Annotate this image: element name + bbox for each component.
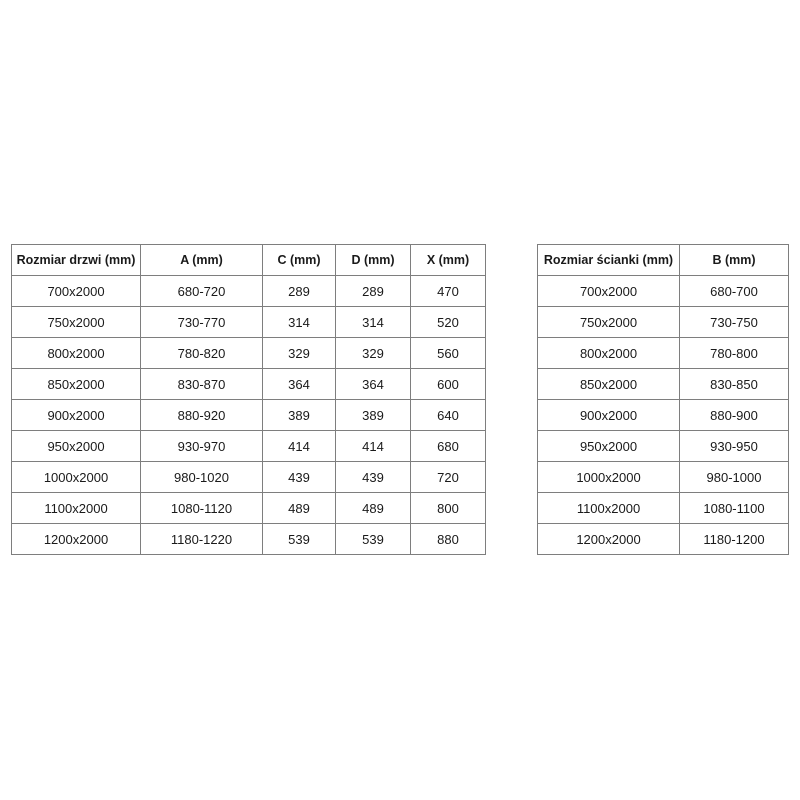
table-row: 850x2000 830-870 364 364 600 xyxy=(11,368,486,400)
cell-a: 1180-1220 xyxy=(140,523,263,555)
cell-c: 439 xyxy=(262,461,336,493)
table-row: 1200x2000 1180-1220 539 539 880 xyxy=(11,523,486,555)
table-row: 850x2000 830-850 xyxy=(537,368,789,400)
table-row: 800x2000 780-800 xyxy=(537,337,789,369)
cell-size: 900x2000 xyxy=(537,399,680,431)
column-header-a: A (mm) xyxy=(140,244,263,276)
cell-size: 950x2000 xyxy=(11,430,141,462)
table-header-row: Rozmiar ścianki (mm) B (mm) xyxy=(537,244,789,276)
cell-size: 850x2000 xyxy=(537,368,680,400)
cell-size: 750x2000 xyxy=(537,306,680,338)
cell-a: 830-870 xyxy=(140,368,263,400)
column-header-b: B (mm) xyxy=(679,244,789,276)
table-row: 1100x2000 1080-1120 489 489 800 xyxy=(11,492,486,524)
cell-size: 850x2000 xyxy=(11,368,141,400)
cell-x: 520 xyxy=(410,306,486,338)
cell-d: 414 xyxy=(335,430,411,462)
cell-d: 314 xyxy=(335,306,411,338)
cell-d: 289 xyxy=(335,275,411,307)
cell-b: 1180-1200 xyxy=(679,523,789,555)
cell-a: 930-970 xyxy=(140,430,263,462)
table-row: 800x2000 780-820 329 329 560 xyxy=(11,337,486,369)
cell-size: 700x2000 xyxy=(537,275,680,307)
column-header-door-size: Rozmiar drzwi (mm) xyxy=(11,244,141,276)
cell-x: 560 xyxy=(410,337,486,369)
cell-size: 1200x2000 xyxy=(11,523,141,555)
table-row: 1200x2000 1180-1200 xyxy=(537,523,789,555)
cell-b: 980-1000 xyxy=(679,461,789,493)
cell-size: 1200x2000 xyxy=(537,523,680,555)
cell-x: 470 xyxy=(410,275,486,307)
cell-b: 930-950 xyxy=(679,430,789,462)
table-row: 950x2000 930-970 414 414 680 xyxy=(11,430,486,462)
table-row: 1000x2000 980-1000 xyxy=(537,461,789,493)
cell-size: 1100x2000 xyxy=(11,492,141,524)
cell-c: 389 xyxy=(262,399,336,431)
cell-size: 800x2000 xyxy=(537,337,680,369)
column-header-d: D (mm) xyxy=(335,244,411,276)
wall-table-header: Rozmiar ścianki (mm) B (mm) xyxy=(537,244,789,276)
cell-x: 800 xyxy=(410,492,486,524)
cell-d: 439 xyxy=(335,461,411,493)
door-table-header: Rozmiar drzwi (mm) A (mm) C (mm) D (mm) … xyxy=(11,244,486,276)
cell-x: 680 xyxy=(410,430,486,462)
cell-b: 680-700 xyxy=(679,275,789,307)
table-row: 950x2000 930-950 xyxy=(537,430,789,462)
cell-size: 1000x2000 xyxy=(537,461,680,493)
table-row: 700x2000 680-720 289 289 470 xyxy=(11,275,486,307)
table-row: 900x2000 880-920 389 389 640 xyxy=(11,399,486,431)
cell-c: 289 xyxy=(262,275,336,307)
wall-panel-dimensions-table: Rozmiar ścianki (mm) B (mm) 700x2000 680-… xyxy=(537,244,789,555)
cell-x: 600 xyxy=(410,368,486,400)
cell-b: 730-750 xyxy=(679,306,789,338)
cell-x: 720 xyxy=(410,461,486,493)
table-row: 750x2000 730-750 xyxy=(537,306,789,338)
cell-d: 539 xyxy=(335,523,411,555)
cell-size: 950x2000 xyxy=(537,430,680,462)
column-header-wall-size: Rozmiar ścianki (mm) xyxy=(537,244,680,276)
cell-a: 780-820 xyxy=(140,337,263,369)
cell-b: 830-850 xyxy=(679,368,789,400)
cell-x: 640 xyxy=(410,399,486,431)
cell-size: 700x2000 xyxy=(11,275,141,307)
cell-d: 489 xyxy=(335,492,411,524)
cell-c: 414 xyxy=(262,430,336,462)
cell-a: 730-770 xyxy=(140,306,263,338)
cell-x: 880 xyxy=(410,523,486,555)
cell-d: 389 xyxy=(335,399,411,431)
cell-c: 314 xyxy=(262,306,336,338)
table-row: 700x2000 680-700 xyxy=(537,275,789,307)
cell-size: 1000x2000 xyxy=(11,461,141,493)
wall-table-body: 700x2000 680-700 750x2000 730-750 800x2000 78… xyxy=(537,275,789,555)
cell-size: 800x2000 xyxy=(11,337,141,369)
cell-a: 980-1020 xyxy=(140,461,263,493)
cell-b: 780-800 xyxy=(679,337,789,369)
cell-a: 1080-1120 xyxy=(140,492,263,524)
cell-d: 364 xyxy=(335,368,411,400)
cell-b: 880-900 xyxy=(679,399,789,431)
table-row: 1100x2000 1080-1100 xyxy=(537,492,789,524)
table-row: 900x2000 880-900 xyxy=(537,399,789,431)
door-dimensions-table: Rozmiar drzwi (mm) A (mm) C (mm) D (mm) … xyxy=(11,244,486,555)
cell-a: 880-920 xyxy=(140,399,263,431)
table-header-row: Rozmiar drzwi (mm) A (mm) C (mm) D (mm) … xyxy=(11,244,486,276)
cell-c: 489 xyxy=(262,492,336,524)
cell-c: 329 xyxy=(262,337,336,369)
cell-size: 1100x2000 xyxy=(537,492,680,524)
cell-b: 1080-1100 xyxy=(679,492,789,524)
cell-c: 364 xyxy=(262,368,336,400)
table-row: 1000x2000 980-1020 439 439 720 xyxy=(11,461,486,493)
cell-d: 329 xyxy=(335,337,411,369)
column-header-c: C (mm) xyxy=(262,244,336,276)
table-row: 750x2000 730-770 314 314 520 xyxy=(11,306,486,338)
column-header-x: X (mm) xyxy=(410,244,486,276)
cell-size: 900x2000 xyxy=(11,399,141,431)
door-table-body: 700x2000 680-720 289 289 470 750x2000 730-770 3… xyxy=(11,275,486,555)
cell-size: 750x2000 xyxy=(11,306,141,338)
cell-a: 680-720 xyxy=(140,275,263,307)
cell-c: 539 xyxy=(262,523,336,555)
